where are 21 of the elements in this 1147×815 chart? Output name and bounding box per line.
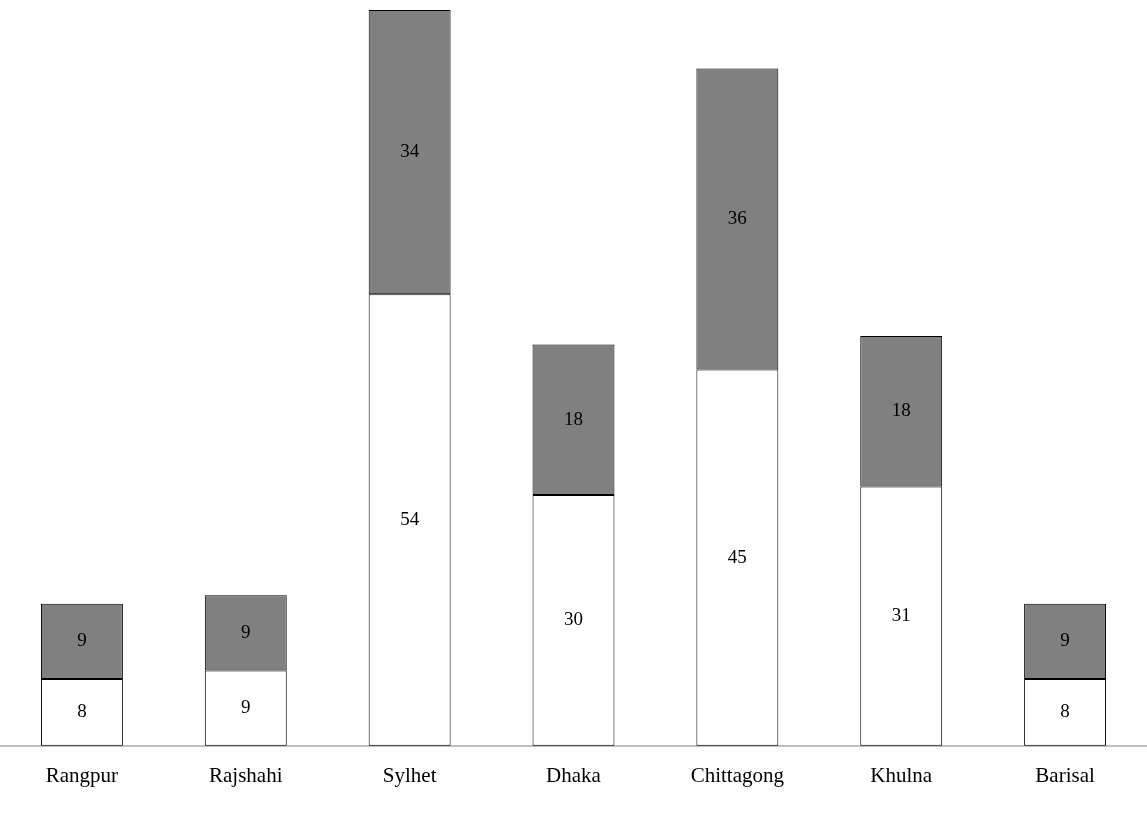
data-label: 9 xyxy=(241,696,251,718)
data-label: 8 xyxy=(77,700,87,722)
data-label: 8 xyxy=(1060,700,1070,722)
x-tick-label: Sylhet xyxy=(382,762,437,787)
data-label: 31 xyxy=(891,604,911,626)
x-tick-label: Dhaka xyxy=(546,762,602,787)
x-tick-label: Rangpur xyxy=(45,762,119,787)
data-label: 9 xyxy=(1060,629,1070,651)
data-label: 9 xyxy=(77,629,87,651)
data-label: 18 xyxy=(891,399,911,421)
x-tick-label: Barisal xyxy=(1035,762,1095,787)
data-label: 18 xyxy=(564,407,583,429)
data-label: 36 xyxy=(727,207,747,229)
data-label: 54 xyxy=(400,508,420,530)
data-label: 34 xyxy=(400,140,420,162)
x-tick-label: Rajshahi xyxy=(209,762,283,787)
data-label: 45 xyxy=(727,545,747,567)
data-label: 9 xyxy=(241,620,251,642)
x-tick-label: Khulna xyxy=(870,762,933,787)
x-tick-label: Chittagong xyxy=(690,762,785,787)
data-label: 30 xyxy=(564,608,583,630)
